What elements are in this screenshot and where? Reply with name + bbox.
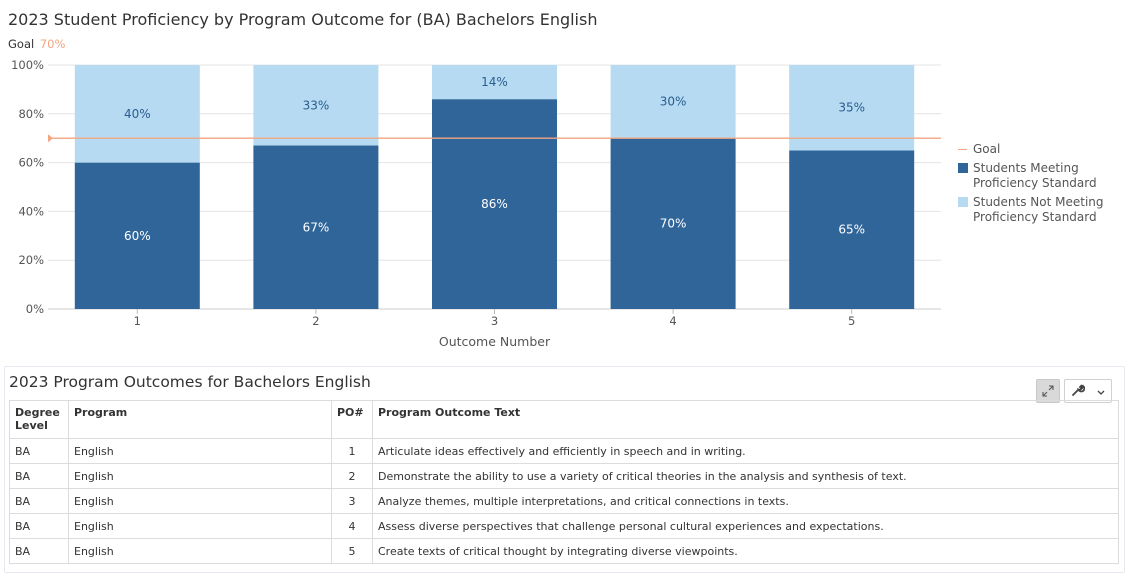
legend-goal-line [958,149,967,150]
legend-swatch-meeting [958,163,968,173]
chart-title: 2023 Student Proficiency by Program Outc… [8,10,598,29]
cell-program: English [68,463,332,489]
table-row: BA English 1 Articulate ideas effectivel… [9,438,1119,464]
column-header-po[interactable]: PO# [331,400,373,439]
cell-program: English [68,488,332,514]
table-header-row: Degree Level Program PO# Program Outcome… [9,400,1119,439]
cell-degree: BA [9,463,69,489]
x-axis-title: Outcome Number [439,334,551,349]
legend-label: Students Meeting Proficiency Standard [973,161,1097,190]
legend-item-goal[interactable]: Goal [958,142,1113,157]
cell-outcome-text: Demonstrate the ability to use a variety… [372,463,1119,489]
bar-not-meeting [253,65,379,146]
chart-legend: Goal Students Meeting Proficiency Standa… [958,142,1113,229]
column-header-outcome-text[interactable]: Program Outcome Text [372,400,1119,439]
x-tick-label: 3 [491,314,498,328]
x-tick-label: 5 [848,314,855,328]
cell-po: 2 [331,463,373,489]
y-tick-label: 80% [18,107,44,121]
bar-not-meeting [789,65,915,151]
data-label-meeting: 67% [303,220,330,234]
wrench-icon [1071,382,1085,401]
bar-meeting [74,162,200,309]
cell-degree: BA [9,488,69,514]
cell-outcome-text: Analyze themes, multiple interpretations… [372,488,1119,514]
cell-po: 5 [331,538,373,564]
y-tick-label: 40% [18,204,44,218]
cell-po: 1 [331,438,373,464]
cell-degree: BA [9,538,69,564]
bar-not-meeting [74,65,200,163]
bar-meeting [253,145,379,309]
cell-outcome-text: Create texts of critical thought by inte… [372,538,1119,564]
y-tick-label: 100% [11,58,44,72]
data-label-not-meeting: 40% [124,107,151,121]
cell-outcome-text: Assess diverse perspectives that challen… [372,513,1119,539]
bar-meeting [432,99,557,309]
x-tick-label: 1 [134,314,141,328]
chevron-down-icon [1096,382,1106,401]
goal-label-text: Goal [8,37,35,51]
cell-po: 4 [331,513,373,539]
data-label-not-meeting: 14% [481,75,508,89]
table-row: BA English 2 Demonstrate the ability to … [9,463,1119,489]
cell-po: 3 [331,488,373,514]
table-row: BA English 5 Create texts of critical th… [9,538,1119,564]
outcomes-panel: 2023 Program Outcomes for Bachelors Engl… [4,366,1125,573]
bar-meeting [610,138,736,309]
table-row: BA English 3 Analyze themes, multiple in… [9,488,1119,514]
outcomes-table: Degree Level Program PO# Program Outcome… [9,400,1119,564]
legend-swatch-not-meeting [958,197,968,207]
goal-label: Goal 70% [8,37,65,51]
cell-program: English [68,513,332,539]
data-label-meeting: 60% [124,229,151,243]
bar-meeting [789,150,915,309]
data-label-not-meeting: 33% [303,98,330,112]
x-tick-label: 4 [669,314,676,328]
bar-not-meeting [610,65,736,139]
panel-title: 2023 Program Outcomes for Bachelors Engl… [9,373,371,391]
table-row: BA English 4 Assess diverse perspectives… [9,513,1119,539]
data-label-meeting: 70% [660,217,687,231]
column-header-program[interactable]: Program [68,400,332,439]
cell-program: English [68,438,332,464]
y-tick-label: 20% [18,253,44,267]
goal-value: 70% [39,37,66,51]
expand-icon [1042,382,1054,401]
data-label-meeting: 65% [838,223,865,237]
column-header-degree-level[interactable]: Degree Level [9,400,69,439]
cell-degree: BA [9,438,69,464]
data-label-meeting: 86% [481,197,508,211]
cell-degree: BA [9,513,69,539]
legend-label: Goal [973,142,1001,156]
proficiency-chart: 0% 20% 40% 60% 80% 100% 60% 40% 1 67% 33% 2 86% 14% 3 7… [11,58,941,349]
legend-item-not-meeting[interactable]: Students Not Meeting Proficiency Standar… [958,195,1113,225]
y-tick-label: 60% [18,156,44,170]
goal-marker [48,134,53,143]
cell-outcome-text: Articulate ideas effectively and efficie… [372,438,1119,464]
legend-label: Students Not Meeting Proficiency Standar… [973,195,1104,224]
data-label-not-meeting: 30% [660,95,687,109]
data-label-not-meeting: 35% [838,101,865,115]
bar-not-meeting [432,65,557,100]
y-tick-label: 0% [26,302,44,316]
cell-program: English [68,538,332,564]
x-tick-label: 2 [312,314,319,328]
legend-item-meeting[interactable]: Students Meeting Proficiency Standard [958,161,1113,191]
